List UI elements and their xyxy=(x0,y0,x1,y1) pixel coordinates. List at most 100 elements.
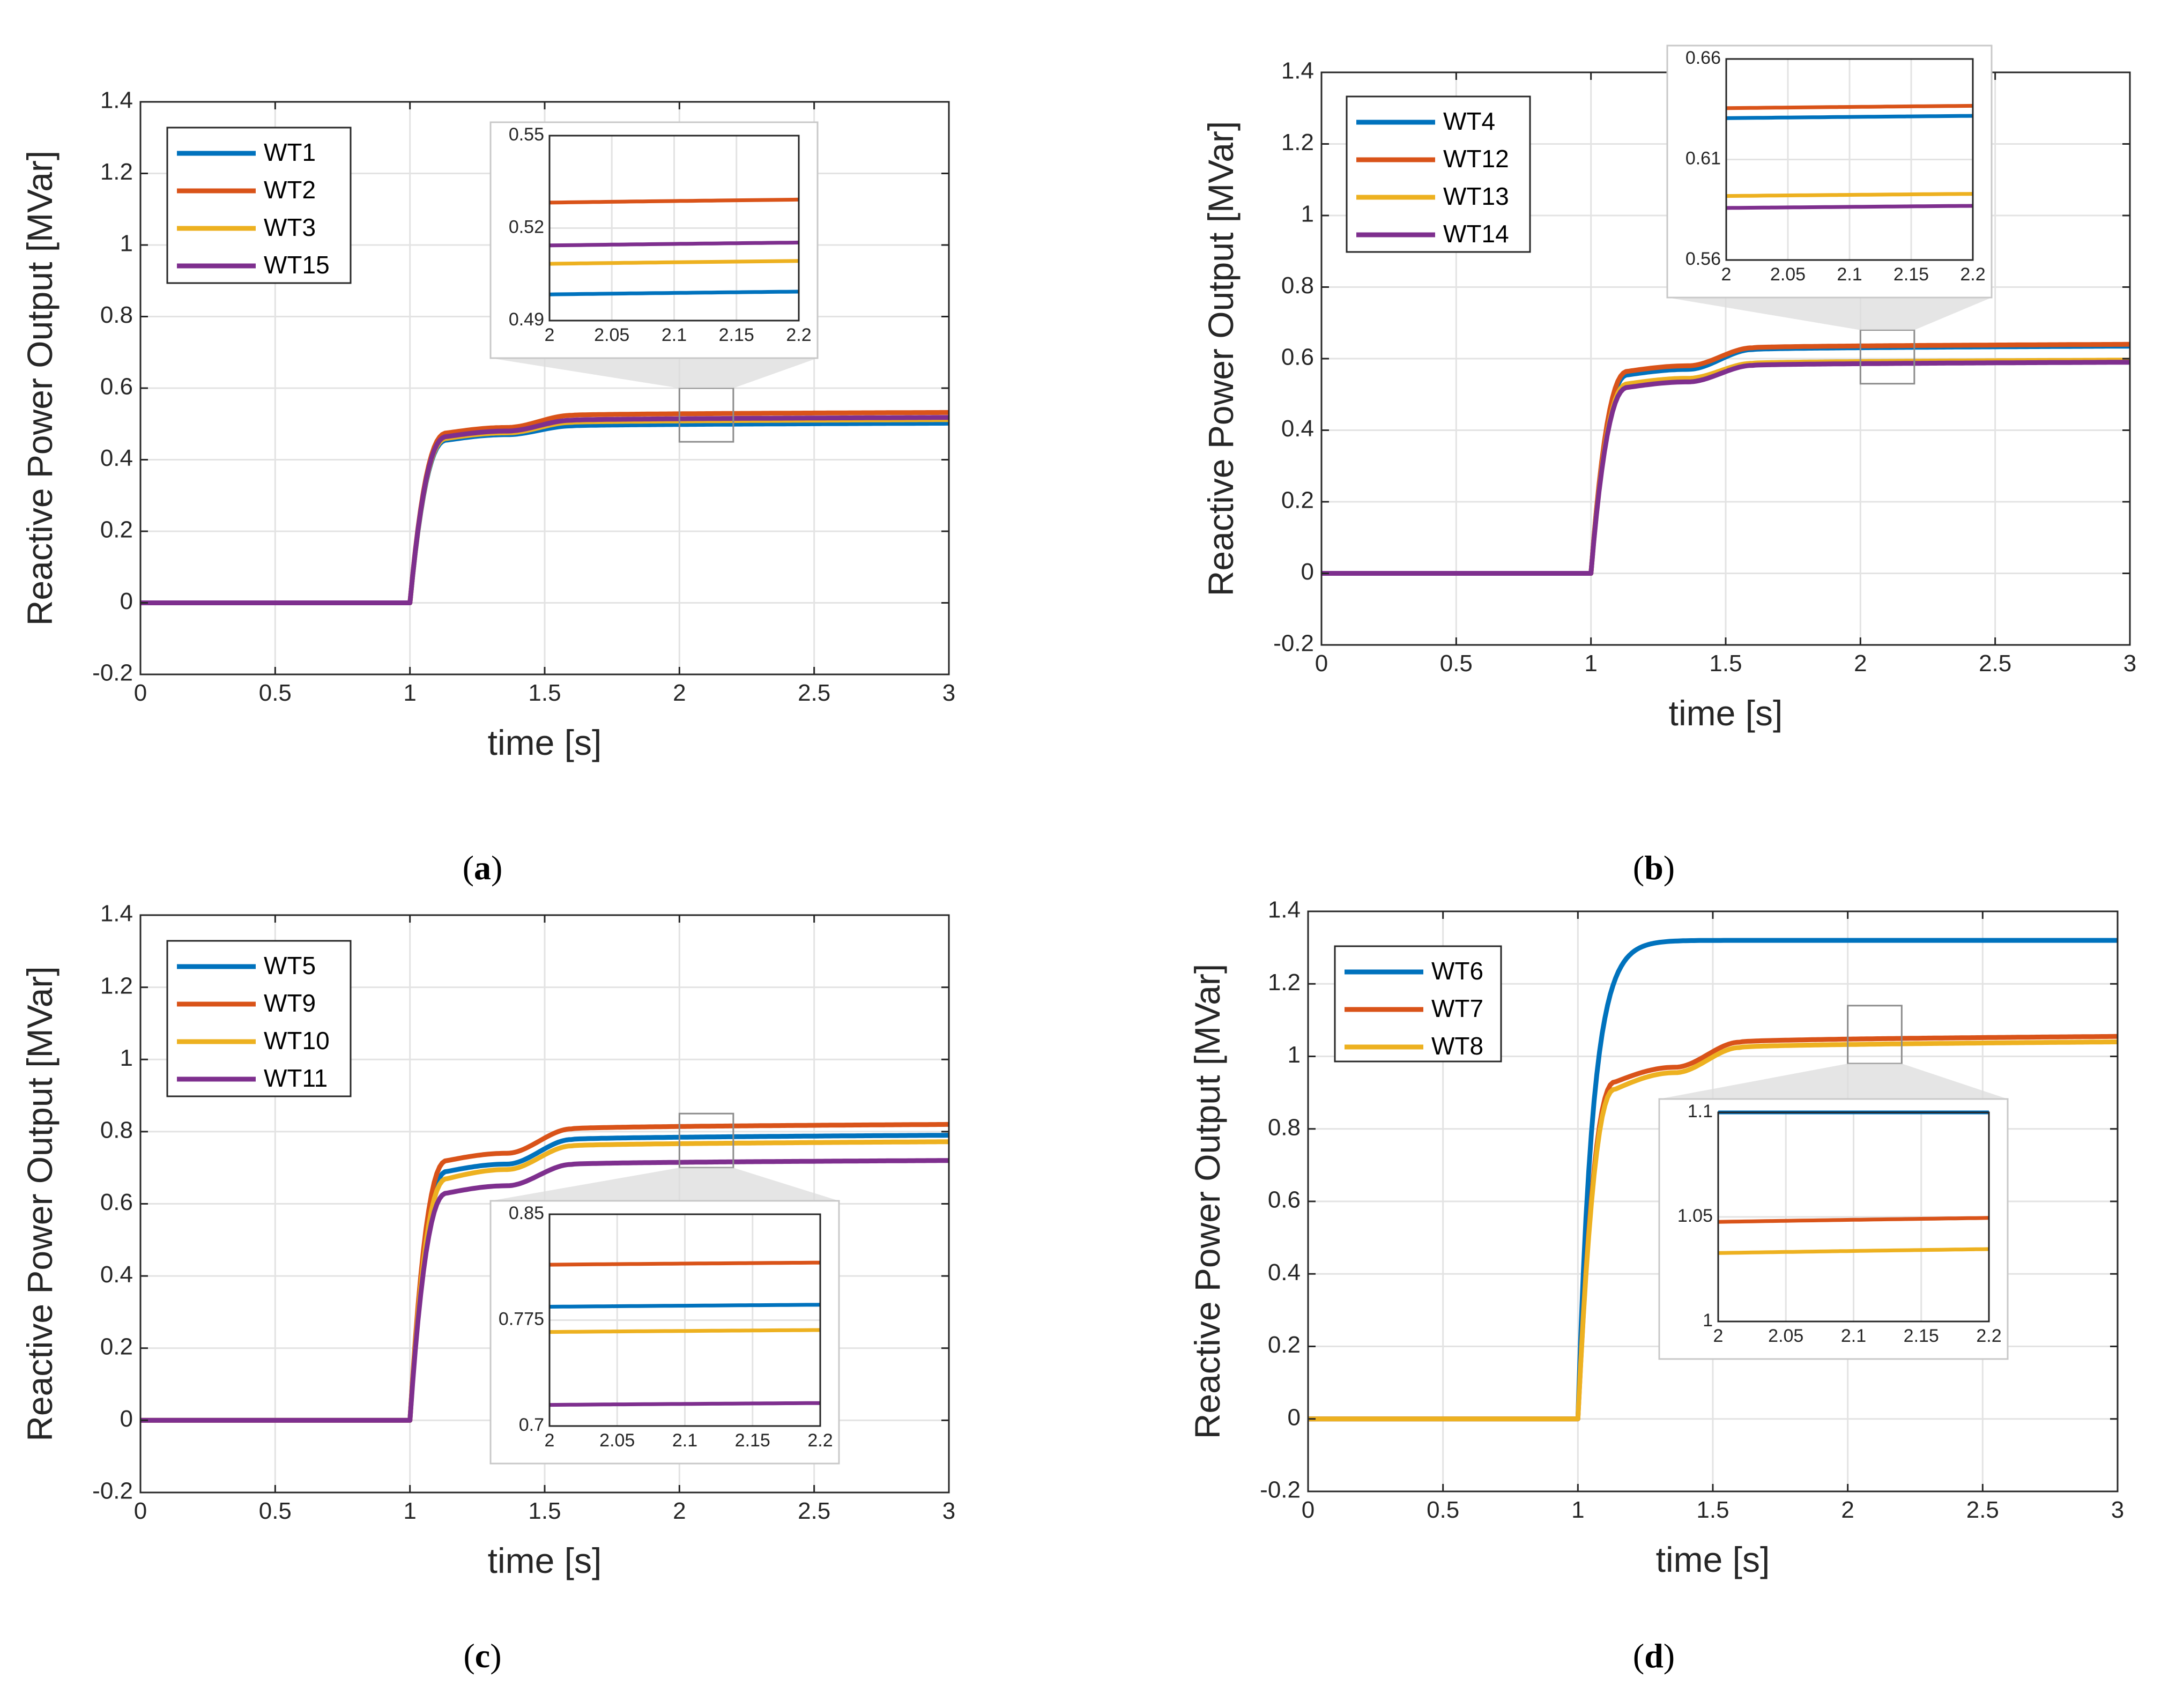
inset-series-line-wt2 xyxy=(549,197,799,205)
y-tick-label: 0.6 xyxy=(100,374,133,400)
inset-series-line-wt12 xyxy=(1726,103,1973,110)
legend-label-wt9: WT9 xyxy=(264,989,316,1017)
legend-label-wt2: WT2 xyxy=(264,176,316,204)
y-tick-label: 1.2 xyxy=(100,159,133,185)
series-line-wt15 xyxy=(140,415,949,605)
inset-x-tick-label: 2.05 xyxy=(594,325,629,345)
inset-series-line-wt5 xyxy=(549,1303,821,1309)
inset-series-line-wt1 xyxy=(549,289,799,296)
series-line-wt8 xyxy=(1308,1039,2118,1422)
y-tick-label: 0.2 xyxy=(100,517,133,543)
x-axis-label: time [s] xyxy=(1656,1540,1770,1579)
zoom-source-box xyxy=(1847,1005,1903,1065)
x-tick-label: 2 xyxy=(673,1498,686,1524)
inset-y-tick-label: 0.52 xyxy=(509,217,544,237)
x-tick-label: 3 xyxy=(942,680,955,706)
caption-d: (d) xyxy=(1633,1637,1675,1675)
x-tick-label: 2.5 xyxy=(798,680,830,706)
inset-x-tick-label: 2.15 xyxy=(719,325,754,345)
caption-c: (c) xyxy=(463,1637,501,1675)
legend-label-wt14: WT14 xyxy=(1443,220,1509,248)
y-tick-label: 0.8 xyxy=(100,302,133,328)
inset-x-tick-label: 2.2 xyxy=(807,1430,833,1451)
x-tick-label: 1.5 xyxy=(1709,650,1742,677)
inset-x-tick-label: 2.1 xyxy=(672,1430,697,1451)
y-tick-label: 0 xyxy=(1288,1404,1301,1430)
y-tick-label: 0.8 xyxy=(100,1117,133,1143)
zoom-inset-frame xyxy=(489,121,819,359)
x-tick-label: 3 xyxy=(2123,650,2136,677)
caption-b: (b) xyxy=(1633,849,1675,887)
inset-y-tick-label: 0.85 xyxy=(509,1203,544,1223)
y-tick-label: 0 xyxy=(120,588,133,614)
x-tick-label: 0.5 xyxy=(1440,650,1473,677)
inset-series-line-wt9 xyxy=(549,1260,821,1267)
inset-x-tick-label: 2.1 xyxy=(1841,1326,1866,1346)
inset-series-line-wt3 xyxy=(549,259,799,266)
x-tick-label: 2.5 xyxy=(798,1498,830,1524)
inset-series-line-wt13 xyxy=(1726,192,1973,198)
x-axis-label: time [s] xyxy=(488,1541,602,1580)
legend-label-wt10: WT10 xyxy=(264,1027,330,1054)
x-tick-label: 3 xyxy=(2111,1497,2124,1523)
y-axis-label: Reactive Power Output [MVar] xyxy=(20,966,60,1441)
legend-label-wt5: WT5 xyxy=(264,952,316,979)
y-tick-label: 0.8 xyxy=(1268,1114,1301,1140)
x-tick-label: 1.5 xyxy=(528,680,561,706)
inset-x-tick-label: 2.2 xyxy=(1976,1326,2001,1346)
inset-x-tick-label: 2.05 xyxy=(599,1430,635,1451)
inset-x-tick-label: 2.05 xyxy=(1768,1326,1803,1346)
x-tick-label: 0.5 xyxy=(259,680,292,706)
inset-axes-box xyxy=(548,135,800,322)
y-axis-label: Reactive Power Output [MVar] xyxy=(1201,121,1241,596)
inset-axes-box xyxy=(1717,1111,1990,1323)
inset-x-tick-label: 2 xyxy=(1721,264,1732,285)
y-tick-label: 0.4 xyxy=(100,445,133,471)
y-tick-label: 0.6 xyxy=(100,1189,133,1215)
inset-series-line-wt11 xyxy=(549,1401,820,1407)
inset-series-line-wt8 xyxy=(1718,1247,1989,1255)
inset-y-tick-label: 0.49 xyxy=(509,309,544,330)
legend-label-wt1: WT1 xyxy=(264,138,316,166)
inset-y-tick-label: 1 xyxy=(1703,1310,1713,1331)
inset-series-line-wt4 xyxy=(1726,114,1973,120)
legend-label-wt4: WT4 xyxy=(1443,107,1495,135)
inset-x-tick-label: 2.1 xyxy=(662,325,687,345)
y-tick-label: 0.4 xyxy=(1281,415,1314,442)
y-tick-label: 0.8 xyxy=(1281,272,1314,299)
zoom-connector xyxy=(1667,298,1992,330)
caption-a: (a) xyxy=(463,849,503,887)
x-tick-label: 0 xyxy=(1302,1497,1315,1523)
inset-x-tick-label: 2.2 xyxy=(1960,264,1985,285)
inset-axes-box xyxy=(548,1213,821,1427)
y-tick-label: 0 xyxy=(1301,559,1314,585)
x-tick-label: 2 xyxy=(673,680,686,706)
x-tick-label: 1.5 xyxy=(1696,1497,1729,1523)
y-tick-label: 1.2 xyxy=(100,972,133,999)
x-tick-label: 0 xyxy=(134,680,147,706)
y-tick-label: -0.2 xyxy=(92,1478,133,1504)
y-tick-label: 1 xyxy=(120,231,133,257)
zoom-connector xyxy=(491,358,818,388)
x-tick-label: 3 xyxy=(942,1498,955,1524)
x-axis-label: time [s] xyxy=(1669,693,1783,733)
zoom-inset-frame xyxy=(1658,1098,2009,1360)
inset-y-tick-label: 0.775 xyxy=(499,1309,544,1329)
zoom-connector xyxy=(491,1168,839,1201)
legend-label-wt15: WT15 xyxy=(264,251,330,279)
legend-label-wt8: WT8 xyxy=(1431,1032,1483,1060)
x-tick-label: 2 xyxy=(1841,1497,1854,1523)
y-tick-label: -0.2 xyxy=(92,660,133,686)
x-tick-label: 1 xyxy=(1584,650,1597,677)
y-tick-label: 0.4 xyxy=(100,1261,133,1288)
x-tick-label: 0 xyxy=(1315,650,1328,677)
inset-y-tick-label: 1.1 xyxy=(1688,1101,1713,1122)
x-tick-label: 1 xyxy=(1571,1497,1584,1523)
x-tick-label: 1 xyxy=(403,1498,416,1524)
legend-label-wt13: WT13 xyxy=(1443,182,1509,210)
y-tick-label: 0.2 xyxy=(1268,1332,1301,1358)
zoom-inset-frame xyxy=(1666,44,1993,299)
series-line-wt14 xyxy=(1321,360,2130,576)
legend-label-wt12: WT12 xyxy=(1443,145,1509,173)
inset-y-tick-label: 0.61 xyxy=(1685,148,1721,168)
